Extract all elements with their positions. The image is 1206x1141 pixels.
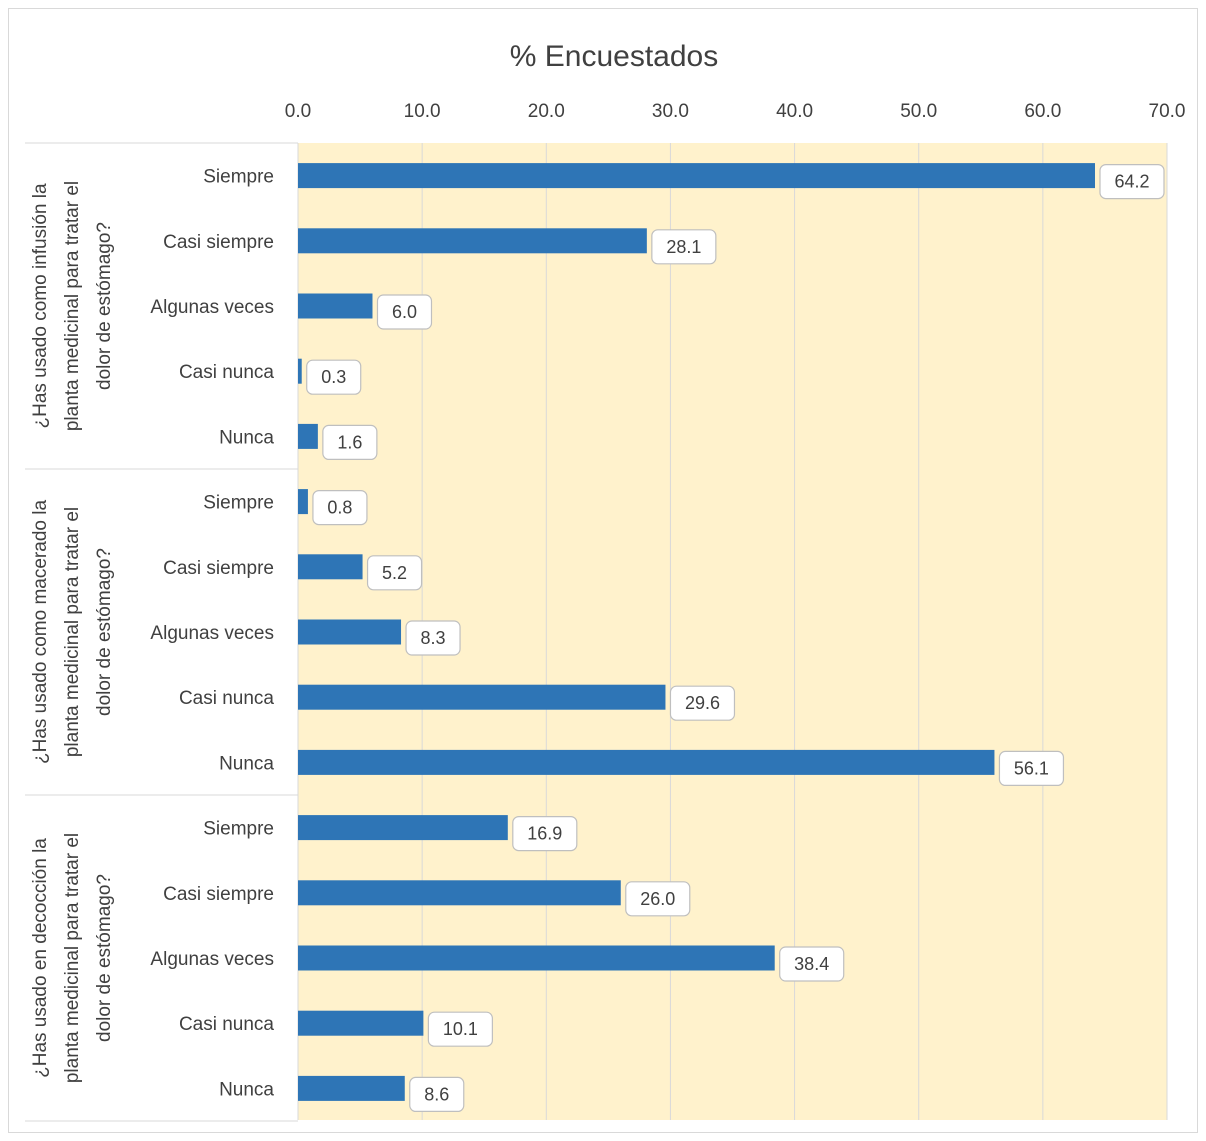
group-label-line: dolor de estómago?	[94, 222, 115, 390]
data-label: 10.1	[443, 1019, 478, 1039]
bar	[298, 358, 302, 384]
category-label: Algunas veces	[150, 623, 274, 644]
bar	[298, 1010, 424, 1036]
data-label: 28.1	[666, 237, 701, 257]
category-label: Casi siempre	[163, 884, 274, 905]
data-label: 26.0	[640, 889, 675, 909]
data-label-box	[376, 294, 433, 330]
x-tick-label: 20.0	[528, 101, 565, 122]
bar	[298, 815, 508, 841]
data-label-box	[669, 685, 736, 721]
data-label-box	[998, 750, 1065, 787]
group-label-line: planta medicinal para tratar el	[62, 833, 83, 1083]
data-label: 64.2	[1114, 172, 1149, 192]
data-label: 29.6	[685, 693, 720, 713]
x-tick-label: 40.0	[776, 101, 813, 122]
category-label: Nunca	[219, 753, 274, 774]
x-tick-label: 0.0	[285, 101, 311, 122]
group-label-line: ¿Has usado en decocción la	[30, 838, 51, 1078]
data-label-box	[409, 1076, 465, 1113]
data-label-box	[1099, 164, 1165, 200]
data-label-box	[625, 881, 691, 917]
bar	[298, 163, 1095, 189]
group-label-line: ¿Has usado como macerado la	[30, 500, 51, 764]
data-label: 8.3	[421, 628, 446, 648]
group-label-line: dolor de estómago?	[94, 874, 115, 1042]
chart-title: % Encuestados	[510, 40, 718, 73]
data-label: 8.6	[424, 1084, 449, 1104]
group-label-line: planta medicinal para tratar el	[62, 181, 83, 431]
bar	[298, 423, 318, 449]
bar	[298, 619, 402, 645]
data-label-box	[312, 490, 368, 526]
data-label: 5.2	[382, 563, 407, 583]
bar	[298, 749, 995, 775]
x-tick-label: 60.0	[1024, 101, 1061, 122]
group-label-line: ¿Has usado como infusión la	[30, 183, 51, 428]
data-label-box	[322, 424, 378, 460]
data-label: 1.6	[337, 432, 362, 452]
data-label-box	[405, 620, 461, 656]
x-tick-label: 30.0	[652, 101, 689, 122]
category-label: Nunca	[219, 427, 274, 448]
bar	[298, 1075, 405, 1101]
group-label-line: dolor de estómago?	[94, 548, 115, 716]
bar	[298, 945, 775, 971]
data-label: 16.9	[527, 824, 562, 844]
category-label: Casi nunca	[179, 362, 274, 383]
data-label-box	[306, 359, 362, 395]
bar	[298, 489, 308, 515]
data-label: 56.1	[1014, 758, 1049, 778]
category-label: Nunca	[219, 1079, 274, 1100]
bar	[298, 880, 621, 906]
data-label-box	[651, 229, 717, 265]
category-label: Siempre	[203, 167, 274, 188]
data-label-box	[779, 946, 845, 982]
category-label: Algunas veces	[150, 297, 274, 318]
category-label: Casi nunca	[179, 1014, 274, 1035]
data-label-box	[366, 555, 423, 591]
x-tick-label: 50.0	[900, 101, 937, 122]
group-label-line: planta medicinal para tratar el	[62, 507, 83, 757]
category-label: Casi nunca	[179, 688, 274, 709]
bar	[298, 554, 363, 580]
category-label: Algunas veces	[150, 949, 274, 970]
data-label: 38.4	[794, 954, 829, 974]
data-label: 6.0	[392, 302, 417, 322]
category-label: Casi siempre	[163, 558, 274, 579]
bar	[298, 293, 373, 319]
x-tick-label: 70.0	[1149, 101, 1186, 122]
data-label-box	[427, 1011, 493, 1047]
data-label: 0.8	[327, 498, 352, 518]
x-tick-label: 10.0	[404, 101, 441, 122]
bar	[298, 228, 647, 254]
bar	[298, 684, 666, 710]
category-label: Casi siempre	[163, 232, 274, 253]
plot-area: 0.0 10.0 20.0 30.0 40.0 50.0 60.0 70.0 ¿Has usad…	[25, 101, 1186, 1122]
category-label: Siempre	[203, 493, 274, 514]
data-label: 0.3	[321, 367, 346, 387]
category-label: Siempre	[203, 819, 274, 840]
data-label-box	[512, 815, 578, 852]
